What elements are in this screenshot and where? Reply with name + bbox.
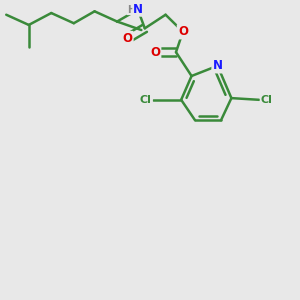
- Text: Cl: Cl: [140, 95, 152, 105]
- Text: N: N: [133, 3, 143, 16]
- Text: N: N: [212, 59, 223, 72]
- Text: O: O: [150, 46, 160, 59]
- Text: H: H: [127, 4, 135, 15]
- Text: O: O: [178, 25, 188, 38]
- Text: O: O: [122, 32, 133, 45]
- Text: Cl: Cl: [261, 95, 273, 105]
